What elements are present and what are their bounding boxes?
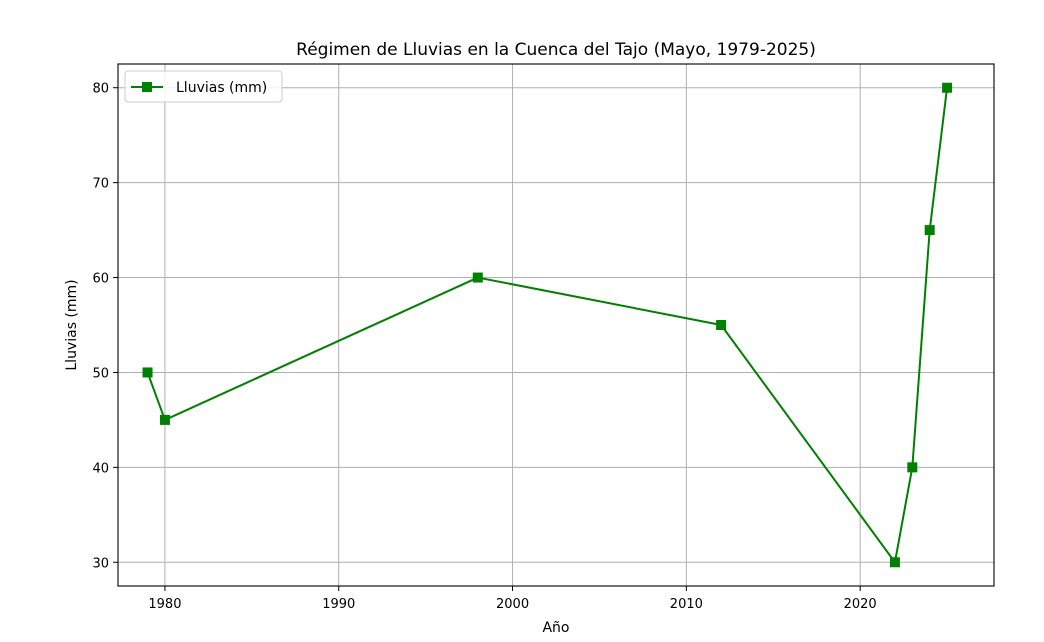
y-tick-label: 80 bbox=[92, 82, 109, 97]
plot-frame bbox=[117, 63, 995, 587]
data-point-marker bbox=[889, 557, 900, 568]
x-tick-label: 1980 bbox=[148, 597, 181, 612]
y-tick-label: 50 bbox=[92, 366, 109, 381]
y-tick-label: 70 bbox=[92, 177, 109, 192]
data-point-marker bbox=[942, 82, 953, 93]
legend-label: Lluvias (mm) bbox=[176, 80, 267, 96]
x-tick-label: 1990 bbox=[322, 597, 355, 612]
x-axis-label: Año bbox=[542, 620, 569, 636]
series-line bbox=[146, 87, 949, 564]
series-layer bbox=[142, 82, 953, 568]
y-tick-label: 60 bbox=[92, 272, 109, 287]
x-tick-label: 2010 bbox=[670, 597, 703, 612]
ticks: 1980 1990 2000 2010 2020 30 40 50 60 70 80 bbox=[92, 82, 876, 612]
grid bbox=[118, 64, 994, 586]
legend-marker-sample bbox=[142, 82, 152, 92]
data-point-marker bbox=[716, 320, 727, 330]
data-point-marker bbox=[924, 225, 935, 236]
legend: Lluvias (mm) bbox=[124, 70, 283, 103]
data-point-marker bbox=[159, 414, 170, 425]
y-tick-label: 30 bbox=[92, 556, 109, 571]
x-tick-label: 2020 bbox=[844, 597, 877, 612]
y-axis-label: Lluvias (mm) bbox=[64, 279, 80, 370]
y-tick-label: 40 bbox=[92, 461, 109, 476]
data-point-marker bbox=[472, 272, 483, 283]
data-point-marker bbox=[907, 462, 918, 473]
data-point-marker bbox=[142, 367, 153, 378]
chart-title: Régimen de Lluvias en la Cuenca del Tajo… bbox=[296, 40, 816, 60]
legend-box bbox=[124, 70, 283, 103]
x-tick-label: 2000 bbox=[496, 597, 529, 612]
